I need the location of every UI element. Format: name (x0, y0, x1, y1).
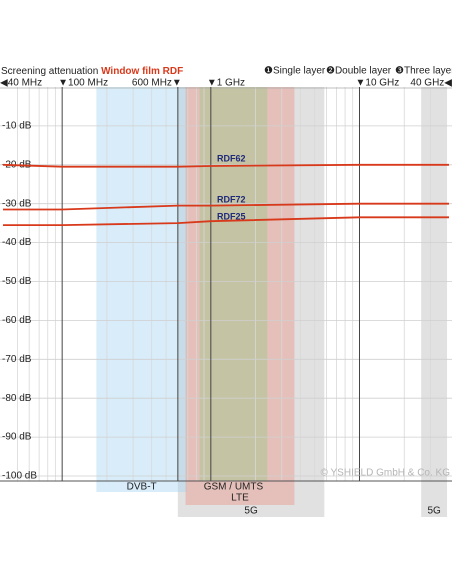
chart-title: Screening attenuation Window film RDF (1, 66, 183, 77)
y-tick-label: -40 dB (2, 237, 32, 248)
frequency-band (199, 87, 268, 481)
y-tick-label: -70 dB (2, 354, 32, 365)
frequency-band (177, 87, 325, 517)
x-tick-label: 40 GHz◀ (410, 78, 452, 89)
series-label: RDF62 (217, 153, 246, 163)
y-tick-label: -10 dB (2, 121, 32, 132)
series-label: RDF72 (217, 194, 246, 204)
copyright: © YSHIELD GmbH & Co. KG (321, 468, 451, 479)
series-line (3, 202, 449, 211)
x-tick-label: ▼1 GHz (207, 78, 245, 89)
x-tick-label: ▼10 GHz (355, 78, 399, 89)
band-label: DVB-T (127, 482, 157, 493)
title-highlight: Window film RDF (101, 66, 183, 77)
x-tick-label: ◀40 MHz (0, 78, 42, 89)
y-tick-label: -50 dB (2, 276, 32, 287)
layer-label: ❷Double layer (326, 66, 392, 77)
series-line (2, 163, 449, 168)
x-tick-label: ▼100 MHz (58, 78, 108, 89)
frequency-band (421, 87, 448, 517)
band-label: 5G (244, 506, 258, 517)
band-label: 5G (427, 506, 441, 517)
layer-label: ❶Single layer (264, 66, 326, 77)
frequency-band (96, 87, 187, 492)
series-line (3, 216, 449, 227)
band-label: LTE (231, 493, 249, 504)
y-tick-label: -30 dB (2, 198, 32, 209)
title-text: Screening attenuation (1, 66, 98, 77)
y-tick-label: -100 dB (2, 471, 37, 482)
series-label: RDF25 (217, 211, 246, 221)
y-tick-label: -60 dB (2, 315, 32, 326)
y-tick-label: -80 dB (2, 393, 32, 404)
y-tick-label: -90 dB (2, 432, 32, 443)
x-tick-label: 600 MHz▼ (132, 78, 182, 89)
band-label: GSM / UMTS (204, 482, 264, 493)
layer-label: ❸Three layer (395, 66, 452, 77)
